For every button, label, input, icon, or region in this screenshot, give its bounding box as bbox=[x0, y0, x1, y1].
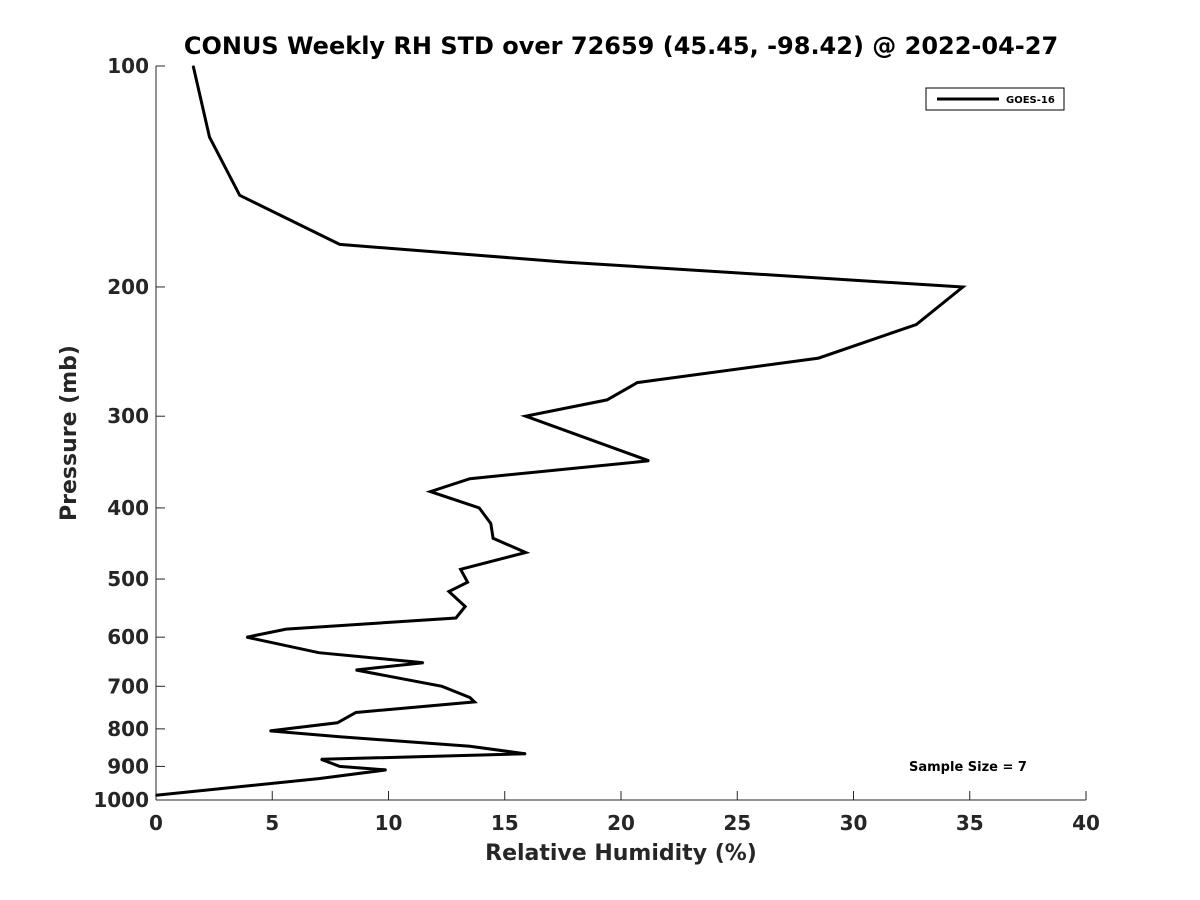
data-point bbox=[466, 581, 469, 584]
data-point bbox=[208, 136, 211, 138]
chart-title: CONUS Weekly RH STD over 72659 (45.45, -… bbox=[184, 32, 1058, 60]
data-point bbox=[317, 777, 320, 780]
x-tick-label: 25 bbox=[723, 811, 751, 835]
series-line-goes-16 bbox=[155, 65, 967, 797]
data-point bbox=[338, 735, 341, 738]
data-point bbox=[285, 628, 288, 630]
y-axis-label: Pressure (mb) bbox=[57, 345, 82, 521]
y-tick-label: 700 bbox=[107, 674, 149, 698]
y-tick-label: 600 bbox=[107, 625, 149, 649]
x-axis: 0 5 10 15 20 25 30 35 40 bbox=[149, 791, 1100, 835]
data-point bbox=[448, 590, 450, 593]
data-point bbox=[469, 477, 471, 480]
data-point bbox=[473, 701, 476, 703]
plot-area bbox=[156, 66, 1086, 800]
data-point bbox=[915, 323, 918, 326]
data-point bbox=[429, 490, 432, 493]
data-point bbox=[961, 286, 964, 288]
data-point bbox=[238, 194, 241, 197]
data-point bbox=[459, 568, 462, 571]
y-tick-label: 900 bbox=[107, 754, 149, 778]
data-point bbox=[648, 459, 650, 462]
series-layer bbox=[155, 65, 967, 797]
data-point bbox=[524, 551, 527, 554]
x-tick-label: 0 bbox=[149, 811, 163, 835]
legend[interactable]: GOES-16 bbox=[925, 87, 1065, 111]
x-tick-label: 5 bbox=[265, 811, 279, 835]
data-point bbox=[492, 537, 494, 540]
x-tick-label: 15 bbox=[491, 811, 519, 835]
data-point bbox=[564, 261, 566, 263]
data-point bbox=[422, 661, 425, 664]
data-point bbox=[455, 617, 457, 619]
data-point bbox=[524, 415, 527, 418]
x-tick-label: 20 bbox=[607, 811, 635, 835]
sample-size-annotation: Sample Size = 7 bbox=[909, 760, 1027, 775]
data-point bbox=[464, 605, 467, 608]
data-point bbox=[469, 745, 471, 748]
x-tick-label: 35 bbox=[956, 811, 984, 835]
data-point bbox=[338, 243, 341, 246]
data-point bbox=[320, 758, 322, 761]
y-tick-label: 100 bbox=[107, 54, 149, 78]
x-axis-label: Relative Humidity (%) bbox=[485, 841, 757, 866]
y-tick-label: 800 bbox=[107, 717, 149, 741]
data-point bbox=[636, 381, 639, 384]
y-tick-label: 300 bbox=[107, 404, 149, 428]
data-point bbox=[245, 636, 248, 638]
data-point bbox=[606, 399, 608, 401]
y-tick-label: 1000 bbox=[93, 788, 149, 812]
data-point bbox=[355, 669, 357, 671]
y-tick-label: 500 bbox=[107, 567, 149, 591]
data-point bbox=[817, 357, 820, 359]
data-point bbox=[441, 685, 443, 688]
data-point bbox=[469, 696, 471, 699]
data-point bbox=[317, 651, 320, 654]
data-point bbox=[524, 752, 527, 755]
data-point bbox=[478, 507, 480, 509]
x-tick-label: 30 bbox=[840, 811, 868, 835]
legend-entry-goes-16: GOES-16 bbox=[1006, 95, 1055, 106]
data-point bbox=[338, 765, 341, 768]
data-point bbox=[490, 522, 492, 525]
y-axis: 100 200 300 400 500 600 700 800 900 1000 bbox=[93, 54, 165, 812]
data-point bbox=[155, 794, 157, 796]
y-tick-label: 200 bbox=[107, 275, 149, 299]
x-tick-label: 10 bbox=[375, 811, 403, 835]
data-point bbox=[192, 65, 194, 67]
y-tick-label: 400 bbox=[107, 496, 149, 520]
data-point bbox=[355, 711, 357, 714]
data-point bbox=[336, 722, 339, 724]
data-point bbox=[385, 769, 387, 771]
data-point bbox=[269, 730, 271, 732]
x-tick-label: 40 bbox=[1072, 811, 1100, 835]
